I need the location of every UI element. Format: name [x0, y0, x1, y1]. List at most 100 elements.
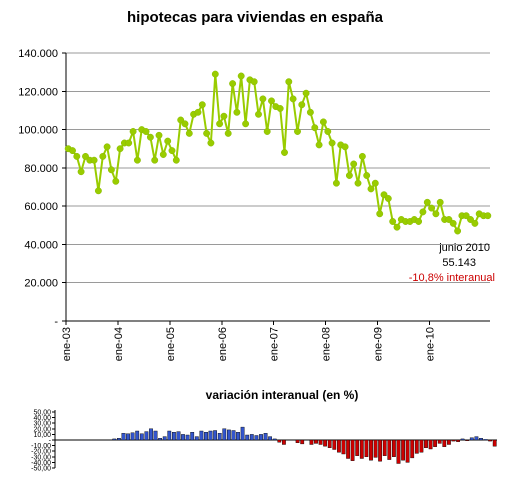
bar-negative	[282, 439, 286, 445]
bar-positive	[272, 438, 277, 441]
bar-positive	[217, 433, 222, 441]
data-point	[281, 149, 288, 156]
bar-y-tick-label: -30,00	[31, 454, 51, 461]
data-point	[471, 219, 479, 227]
bar-positive	[213, 430, 217, 441]
bar-positive	[245, 434, 250, 441]
data-point	[181, 120, 189, 128]
bar-negative	[373, 439, 378, 458]
bar-negative	[323, 439, 327, 447]
bar-y-tick-label: -50,00	[31, 466, 51, 473]
bar-negative	[359, 439, 364, 459]
bar-negative	[355, 439, 360, 456]
bar-positive	[249, 434, 254, 441]
x-tick-label: ene-08	[321, 327, 333, 361]
bar-negative	[465, 439, 470, 442]
data-point	[315, 141, 323, 149]
data-point	[77, 168, 85, 176]
bar-positive	[259, 434, 263, 441]
data-point	[332, 179, 340, 187]
data-point	[363, 172, 371, 179]
data-point	[358, 152, 366, 160]
bar-positive	[171, 432, 176, 441]
bar-positive	[263, 433, 268, 441]
series-line	[67, 74, 488, 234]
data-point	[224, 129, 232, 137]
bar-negative	[414, 439, 419, 454]
bar-y-tick-label: 20,00	[33, 426, 51, 433]
data-point	[268, 97, 275, 105]
data-point	[367, 185, 375, 193]
bar-negative	[405, 439, 410, 463]
data-point	[445, 216, 453, 223]
data-point	[168, 147, 176, 155]
data-point	[276, 105, 284, 112]
bar-negative	[488, 439, 492, 442]
data-point	[467, 216, 474, 223]
bar-negative	[327, 439, 332, 449]
data-point	[69, 147, 76, 155]
bar-y-tick-label: 40,00	[33, 415, 51, 422]
bar-negative	[364, 439, 369, 457]
data-point	[194, 108, 202, 116]
bar-y-tick-label: 30,00	[33, 421, 51, 428]
bar-negative	[396, 439, 401, 464]
data-point	[211, 70, 219, 78]
bar-negative	[387, 439, 392, 460]
bar-positive	[474, 436, 479, 441]
bar-negative	[401, 439, 405, 461]
bar-negative	[382, 439, 387, 456]
bar-positive	[121, 433, 126, 441]
data-point	[172, 156, 180, 164]
data-point	[185, 129, 193, 137]
data-point	[449, 219, 457, 227]
data-point	[250, 78, 258, 86]
bar-positive	[483, 439, 488, 441]
bar-positive	[254, 435, 259, 441]
y-tick-label: 60.000	[24, 201, 58, 213]
bar-negative	[350, 439, 355, 461]
bar-positive	[126, 433, 130, 441]
data-point	[177, 116, 185, 124]
data-point	[302, 89, 310, 97]
data-point	[237, 72, 245, 80]
data-point	[432, 210, 440, 218]
bar-negative	[451, 439, 456, 442]
bar-chart-title: variación interanual (en %)	[205, 388, 359, 402]
y-tick-label: 140.000	[18, 48, 58, 60]
data-point	[116, 145, 124, 153]
bar-positive	[149, 428, 153, 441]
data-point	[371, 179, 379, 187]
bar-positive	[158, 438, 162, 441]
bar-negative	[341, 439, 346, 455]
bar-positive	[185, 434, 190, 441]
bar-negative	[492, 439, 497, 447]
bar-y-tick-label: 50,00	[33, 410, 51, 417]
bar-positive	[199, 430, 204, 441]
data-point	[159, 151, 167, 158]
data-point	[428, 204, 436, 212]
data-point	[99, 152, 107, 160]
data-point	[233, 108, 241, 116]
data-point	[324, 128, 332, 135]
bar-positive	[162, 436, 167, 441]
data-point	[125, 139, 133, 147]
data-point	[350, 160, 358, 168]
bar-negative	[337, 439, 341, 453]
data-point	[294, 128, 301, 135]
bar-positive	[135, 430, 140, 441]
bar-negative	[456, 439, 460, 442]
data-point	[103, 143, 111, 151]
bar-positive	[139, 433, 144, 441]
data-point	[423, 198, 431, 206]
bar-positive	[176, 431, 181, 441]
y-tick-label: 20.000	[24, 278, 58, 290]
bar-positive	[130, 432, 135, 441]
data-point	[82, 152, 89, 160]
bar-negative	[433, 439, 437, 447]
data-point	[133, 156, 141, 164]
x-tick-label: ene-10	[424, 327, 436, 361]
x-tick-label: ene-07	[269, 327, 281, 361]
bar-negative	[346, 439, 350, 459]
